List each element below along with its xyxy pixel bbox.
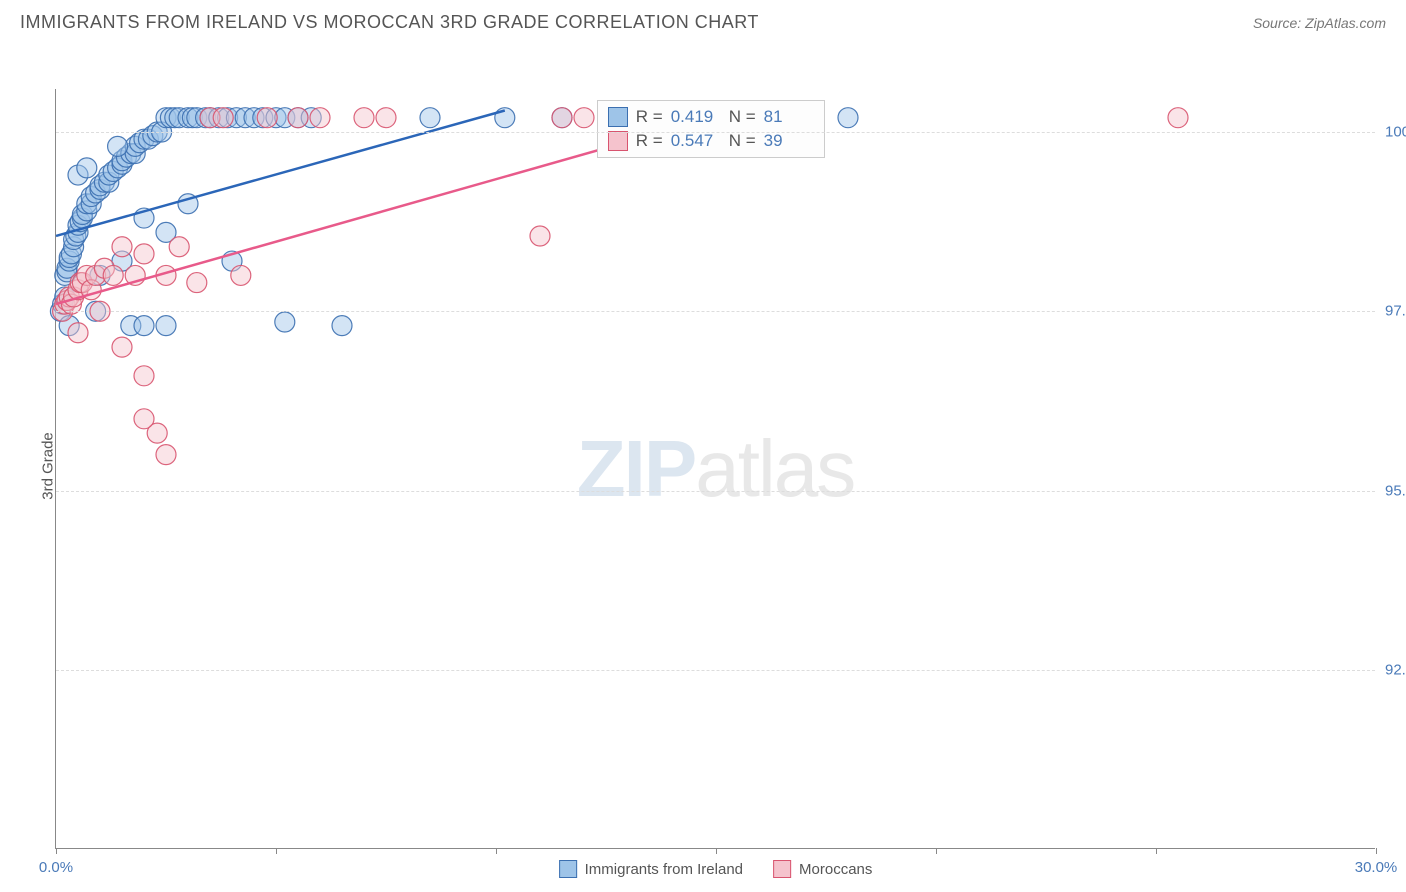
scatter-point [530,226,550,246]
x-tick-label: 0.0% [39,859,73,876]
legend-label: Immigrants from Ireland [585,861,743,878]
x-tick-mark [276,848,277,854]
scatter-point [134,316,154,336]
legend-bottom: Immigrants from Ireland Moroccans [559,860,873,878]
scatter-point [77,158,97,178]
scatter-point [275,312,295,332]
r-value: 0.419 [671,107,721,127]
x-tick-label: 30.0% [1355,859,1398,876]
gridline-horizontal [56,311,1375,312]
scatter-point [156,316,176,336]
scatter-point [552,108,572,128]
scatter-point [310,108,330,128]
x-tick-mark [496,848,497,854]
r-label: R = [636,131,663,151]
stats-box: R = 0.419 N = 81 R = 0.547 N = 39 [597,100,825,158]
scatter-point [288,108,308,128]
n-label: N = [729,131,756,151]
scatter-point [112,337,132,357]
scatter-point [169,237,189,257]
gridline-horizontal [56,491,1375,492]
legend-swatch [559,860,577,878]
legend-swatch [773,860,791,878]
scatter-point [108,136,128,156]
legend-item: Moroccans [773,860,872,878]
scatter-point [257,108,277,128]
scatter-point [574,108,594,128]
scatter-point [134,366,154,386]
y-axis-label: 3rd Grade [39,432,56,500]
stats-row: R = 0.419 N = 81 [608,105,814,129]
scatter-point [103,265,123,285]
scatter-point [332,316,352,336]
series-swatch [608,107,628,127]
source-value: ZipAtlas.com [1305,15,1386,31]
scatter-point [156,445,176,465]
source-label: Source: [1253,15,1305,31]
scatter-point [231,265,251,285]
gridline-horizontal [56,670,1375,671]
scatter-point [187,273,207,293]
y-tick-label: 97.5% [1385,303,1406,320]
y-tick-label: 100.0% [1385,124,1406,141]
chart-title: IMMIGRANTS FROM IRELAND VS MOROCCAN 3RD … [20,12,759,33]
r-label: R = [636,107,663,127]
source-attribution: Source: ZipAtlas.com [1253,15,1386,31]
y-tick-label: 95.0% [1385,482,1406,499]
x-tick-mark [1156,848,1157,854]
series-swatch [608,131,628,151]
legend-item: Immigrants from Ireland [559,860,743,878]
r-value: 0.547 [671,131,721,151]
n-label: N = [729,107,756,127]
scatter-point [376,108,396,128]
x-tick-mark [1376,848,1377,854]
scatter-point [134,409,154,429]
plot-svg [56,89,1375,848]
scatter-point [838,108,858,128]
y-tick-label: 92.5% [1385,661,1406,678]
n-value: 81 [764,107,814,127]
plot-area: ZIPatlas R =0.419N =81R =0.547N =39 Immi… [55,89,1375,849]
x-tick-mark [716,848,717,854]
scatter-point [134,244,154,264]
x-tick-mark [56,848,57,854]
chart-container: 3rd Grade ZIPatlas R =0.419N =81R =0.547… [0,41,1406,891]
scatter-point [420,108,440,128]
scatter-point [112,237,132,257]
scatter-point [1168,108,1188,128]
gridline-horizontal [56,132,1375,133]
scatter-point [354,108,374,128]
scatter-point [213,108,233,128]
x-tick-mark [936,848,937,854]
n-value: 39 [764,131,814,151]
legend-label: Moroccans [799,861,872,878]
scatter-point [68,323,88,343]
